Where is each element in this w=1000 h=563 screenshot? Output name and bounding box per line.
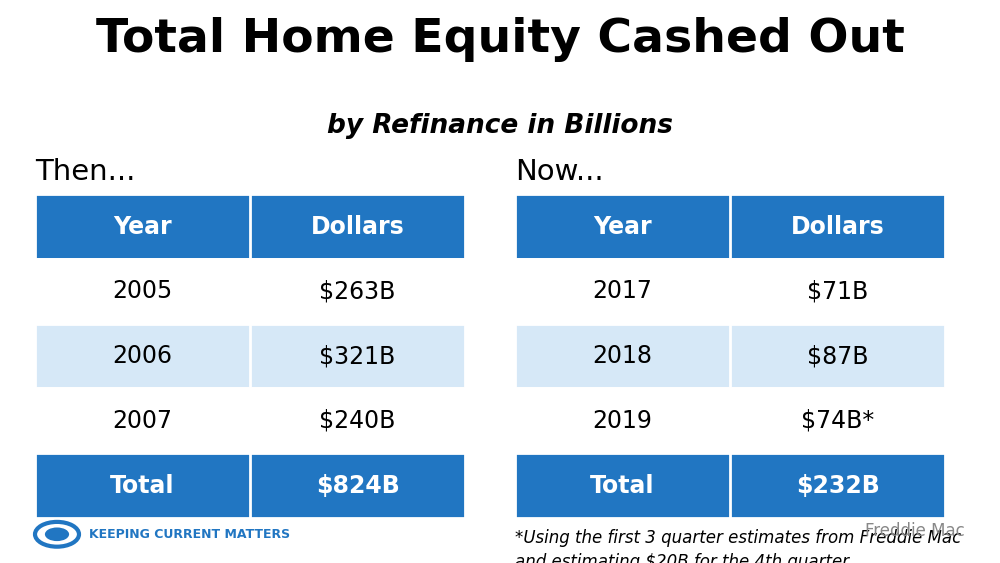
Text: *Using the first 3 quarter estimates from Freddie Mac
and estimating $20B for th: *Using the first 3 quarter estimates fro… <box>515 529 961 563</box>
Text: $824B: $824B <box>316 473 399 498</box>
Text: $240B: $240B <box>319 409 396 433</box>
Bar <box>515 194 945 259</box>
Text: $263B: $263B <box>319 279 396 303</box>
Bar <box>515 388 945 453</box>
Bar <box>35 259 465 324</box>
Text: by Refinance in Billions: by Refinance in Billions <box>327 113 673 138</box>
Text: Year: Year <box>593 215 652 239</box>
Text: Dollars: Dollars <box>311 215 404 239</box>
Text: 2018: 2018 <box>592 344 652 368</box>
Text: $321B: $321B <box>319 344 396 368</box>
Text: Total Home Equity Cashed Out: Total Home Equity Cashed Out <box>96 17 904 62</box>
Circle shape <box>45 528 69 541</box>
Text: Year: Year <box>113 215 172 239</box>
Bar <box>35 453 465 518</box>
Bar <box>35 194 465 259</box>
Bar <box>515 259 945 324</box>
Text: $71B: $71B <box>807 279 868 303</box>
Text: Total: Total <box>110 473 175 498</box>
Text: 2005: 2005 <box>112 279 173 303</box>
Text: 2017: 2017 <box>593 279 652 303</box>
Bar <box>35 324 465 388</box>
Text: Dollars: Dollars <box>791 215 884 239</box>
Bar <box>515 324 945 388</box>
Text: KEEPING CURRENT MATTERS: KEEPING CURRENT MATTERS <box>89 528 290 541</box>
Bar <box>35 388 465 453</box>
Text: 2019: 2019 <box>593 409 652 433</box>
Text: Now...: Now... <box>515 158 604 186</box>
Text: Total: Total <box>590 473 655 498</box>
Text: $87B: $87B <box>807 344 868 368</box>
Text: $74B*: $74B* <box>801 409 874 433</box>
Text: Then...: Then... <box>35 158 135 186</box>
Text: $232B: $232B <box>796 473 879 498</box>
Text: 2006: 2006 <box>113 344 173 368</box>
Bar <box>515 453 945 518</box>
Text: Freddie Mac: Freddie Mac <box>865 522 965 540</box>
Text: 2007: 2007 <box>113 409 173 433</box>
